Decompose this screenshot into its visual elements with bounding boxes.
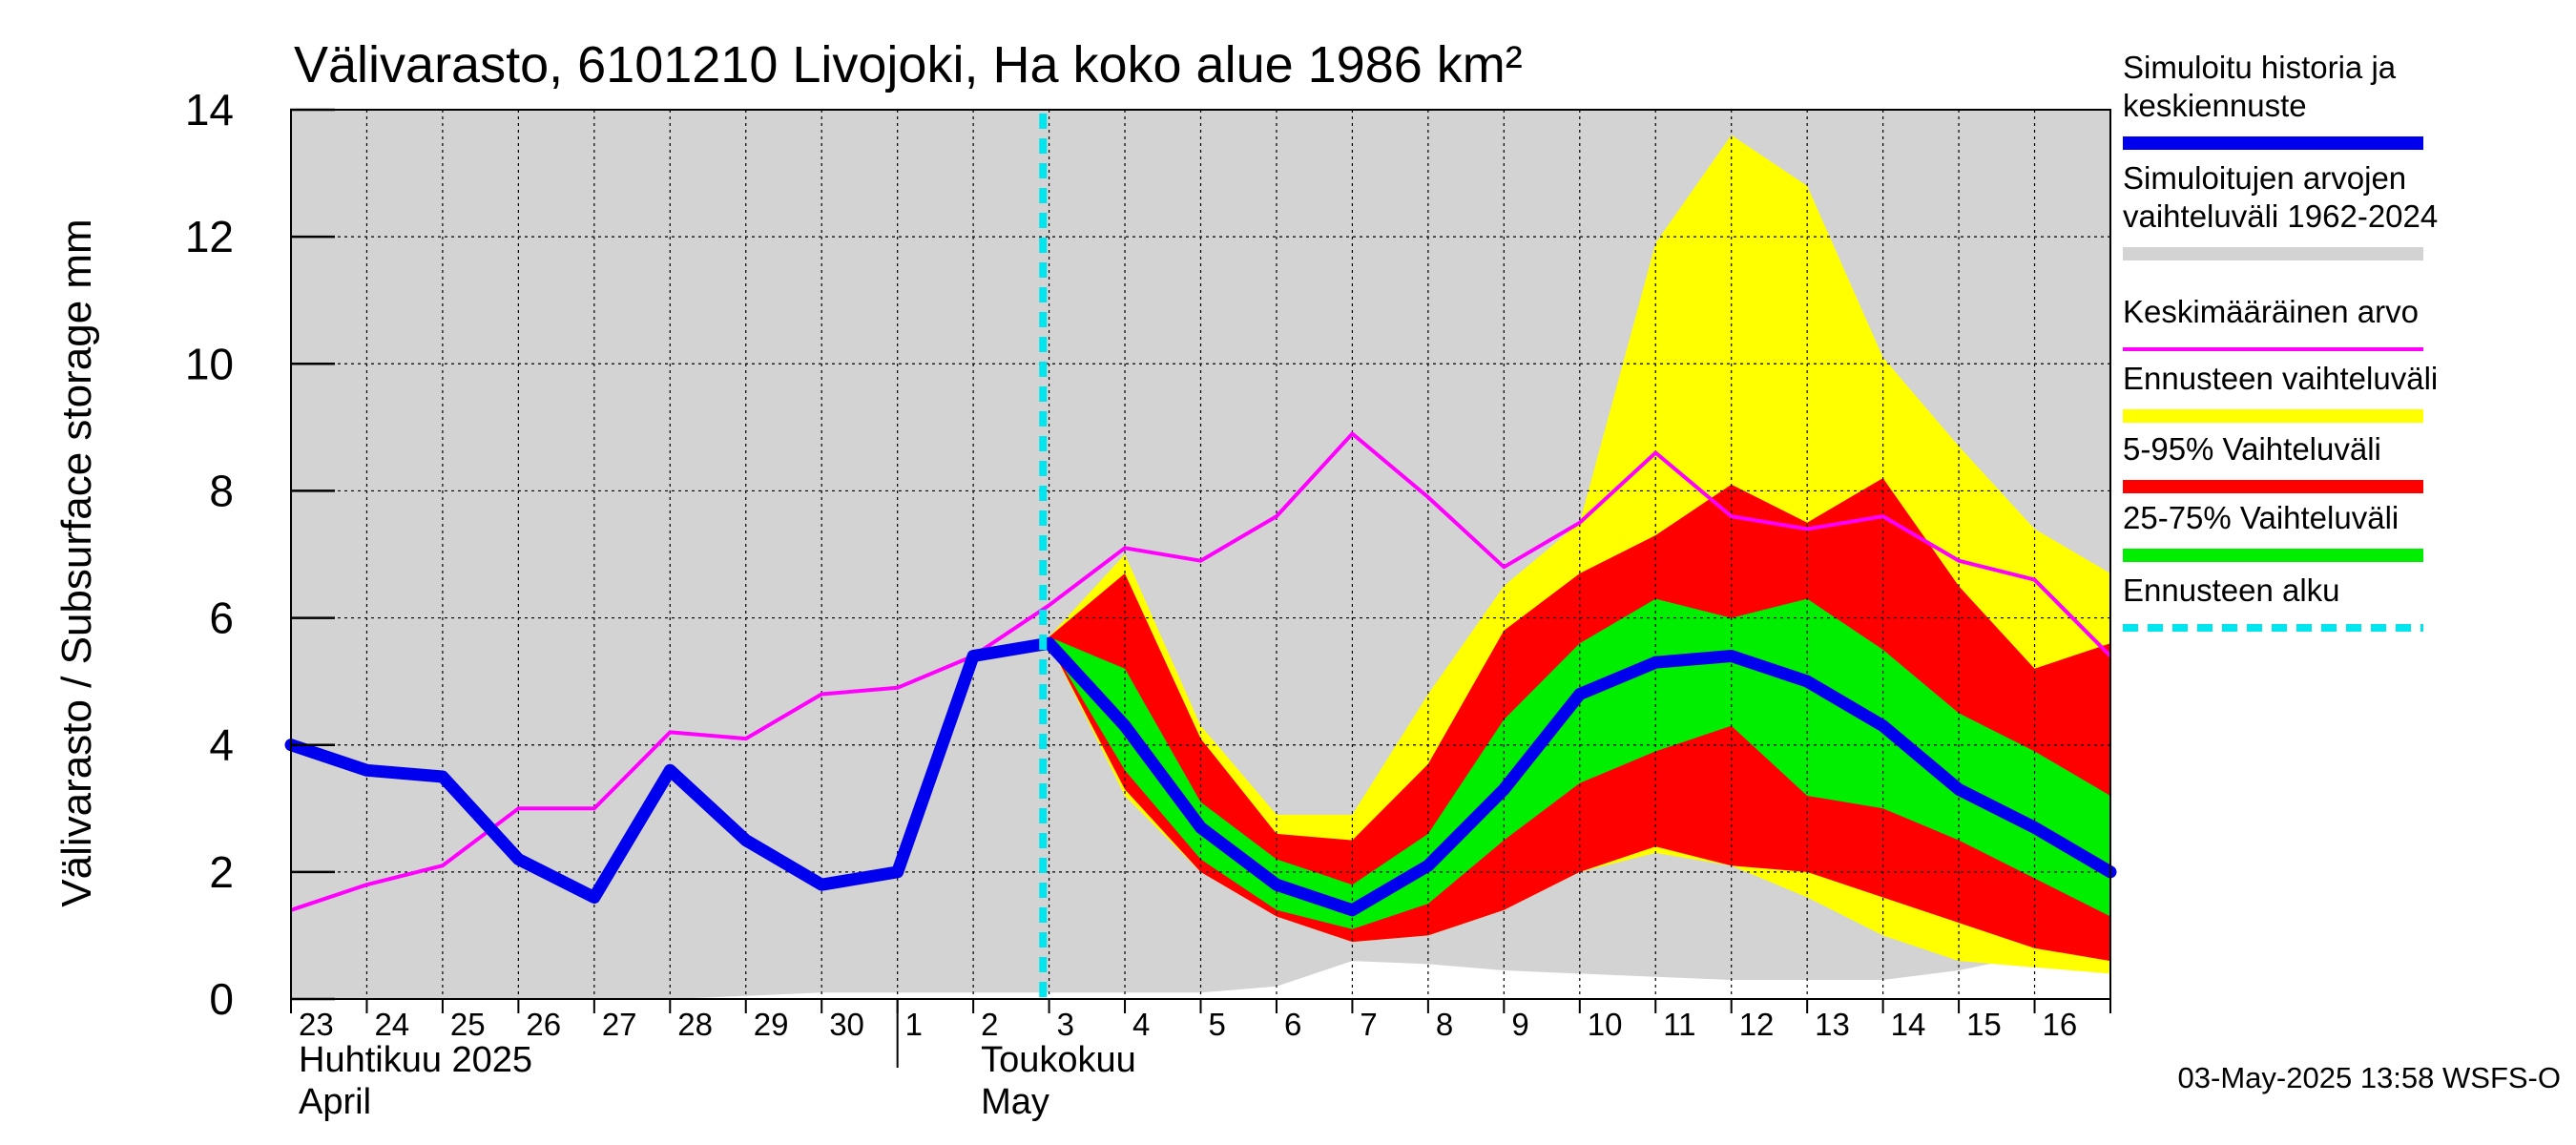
legend-label: Simuloitujen arvojen xyxy=(2123,160,2406,196)
x-tick-label: 9 xyxy=(1511,1007,1528,1042)
x-tick-label: 5 xyxy=(1209,1007,1226,1042)
month-label: Toukokuu xyxy=(981,1040,1136,1080)
x-tick-label: 12 xyxy=(1739,1007,1775,1042)
chart-title: Välivarasto, 6101210 Livojoki, Ha koko a… xyxy=(294,36,1523,94)
y-tick-label: 2 xyxy=(209,847,234,897)
legend-label: Simuloitu historia ja xyxy=(2123,50,2397,85)
x-tick-label: 14 xyxy=(1891,1007,1926,1042)
x-tick-label: 3 xyxy=(1057,1007,1074,1042)
month-label: Huhtikuu 2025 xyxy=(299,1040,532,1080)
median-line xyxy=(284,636,2117,917)
x-tick-label: 4 xyxy=(1132,1007,1150,1042)
y-tick-label: 12 xyxy=(185,212,234,261)
x-tick-label: 15 xyxy=(1966,1007,2002,1042)
legend-label: keskiennuste xyxy=(2123,88,2307,123)
month-label-en: May xyxy=(981,1082,1049,1122)
x-tick-label: 29 xyxy=(754,1007,789,1042)
x-tick-label: 10 xyxy=(1588,1007,1623,1042)
y-tick-label: 8 xyxy=(209,466,234,515)
x-tick-label: 11 xyxy=(1663,1007,1695,1042)
band-fc-25-75 xyxy=(1049,598,2110,929)
legend-label: Ennusteen alku xyxy=(2123,572,2340,608)
y-axis-label: Välivarasto / Subsurface storage mm xyxy=(53,219,100,906)
x-tick-label: 28 xyxy=(677,1007,713,1042)
x-tick-label: 23 xyxy=(299,1007,334,1042)
x-tick-label: 16 xyxy=(2043,1007,2078,1042)
y-tick-label: 0 xyxy=(209,974,234,1024)
x-tick-label: 30 xyxy=(829,1007,864,1042)
y-tick-label: 6 xyxy=(209,593,234,643)
mean-line xyxy=(290,431,2112,912)
x-tick-label: 25 xyxy=(450,1007,486,1042)
x-tick-label: 24 xyxy=(374,1007,409,1042)
legend-label: 25-75% Vaihteluväli xyxy=(2123,500,2399,535)
x-tick-label: 1 xyxy=(905,1007,923,1042)
x-tick-label: 7 xyxy=(1360,1007,1377,1042)
x-tick-label: 8 xyxy=(1436,1007,1453,1042)
y-tick-label: 10 xyxy=(185,339,234,388)
legend-label: Ennusteen vaihteluväli xyxy=(2123,361,2438,396)
x-tick-label: 26 xyxy=(526,1007,561,1042)
x-tick-label: 6 xyxy=(1284,1007,1301,1042)
timestamp-footer: 03-May-2025 13:58 WSFS-O xyxy=(2178,1061,2561,1094)
legend-label: Keskimääräinen arvo xyxy=(2123,294,2419,329)
y-tick-label: 4 xyxy=(209,720,234,770)
plot-area xyxy=(284,110,2117,999)
x-tick-label: 27 xyxy=(602,1007,637,1042)
legend-label: 5-95% Vaihteluväli xyxy=(2123,431,2381,467)
x-tick-label: 13 xyxy=(1815,1007,1850,1042)
y-tick-label: 14 xyxy=(185,85,234,135)
x-tick-label: 2 xyxy=(981,1007,998,1042)
month-label-en: April xyxy=(299,1082,371,1122)
legend-label: vaihteluväli 1962-2024 xyxy=(2123,198,2438,234)
